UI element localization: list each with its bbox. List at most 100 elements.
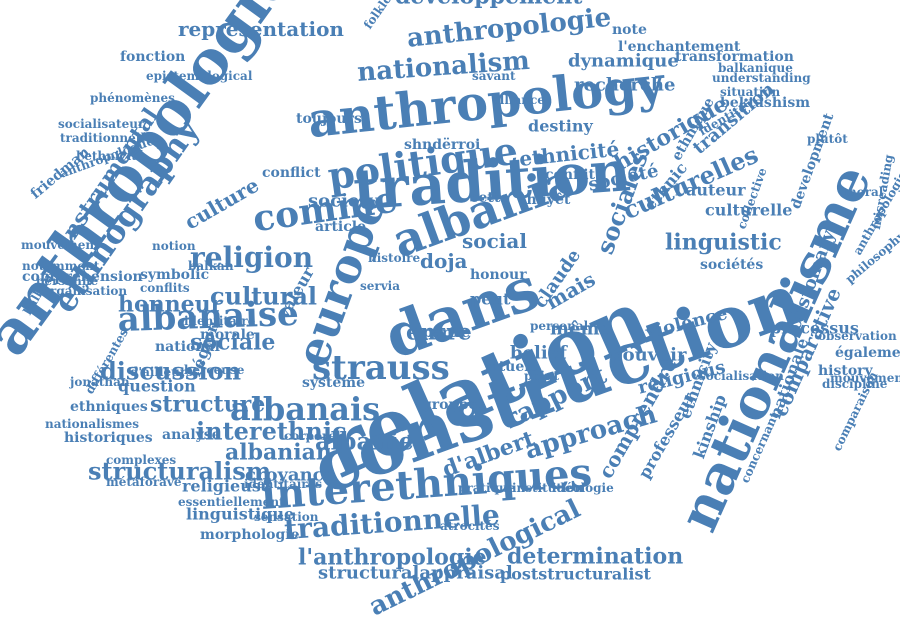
word-identitaires: identitaires (244, 476, 322, 491)
word-peut: peut (470, 289, 511, 309)
word-bektashism: bektashism (720, 95, 811, 112)
word-essentiellement: essentiellement (178, 494, 285, 509)
word-article: article (315, 219, 366, 236)
word-determination: determination (507, 543, 684, 570)
word-corporel: corporel (284, 428, 341, 443)
word-honneur: honneur (118, 291, 223, 318)
word-representation: representation (178, 17, 344, 41)
word-analyse: analyse (162, 427, 221, 444)
word-point: point (524, 368, 560, 383)
word-jonathan: jonathan (70, 374, 130, 389)
word-morphologie: morphologie (200, 527, 300, 544)
word-albanie: albanie (315, 426, 414, 456)
word-socialisation: socialisation (699, 368, 784, 383)
word-epistemological: epistemological (146, 68, 253, 83)
word-savant: savant (472, 68, 516, 83)
word-personne: personne (36, 273, 99, 288)
word-recherche: recherche (574, 74, 676, 96)
word-atrocites: atrocités (440, 518, 500, 533)
word-comprehension: comprehension (22, 269, 143, 286)
word-groupe: groupe (422, 397, 478, 414)
word-national: national (155, 339, 220, 356)
word-l-auteur: l'auteur (675, 180, 746, 200)
word-history: history (818, 363, 873, 380)
word-plutot: plutôt (807, 131, 848, 146)
word-l-enchantement: l'enchantement (618, 39, 741, 56)
word-situation: situation (720, 84, 781, 99)
word-conflits: conflits (140, 280, 190, 295)
word-traditionnelles: traditionnelles (60, 130, 160, 145)
word-linguistic: linguistic (665, 229, 782, 256)
word-phenomenes: phénomènes (90, 90, 175, 105)
word-meme: même (550, 318, 611, 340)
word-societes: sociétés (700, 257, 764, 274)
word-rituels: rituels (486, 359, 538, 376)
word-ethniques: ethniques (70, 399, 148, 416)
word-anthropologie: anthropologie (405, 2, 613, 54)
word-religion: religion (190, 241, 314, 275)
word-historiques: historiques (64, 430, 153, 447)
word-berceuse: berceuse (184, 362, 245, 377)
word-developpement: développement (395, 0, 582, 7)
word-pratique: pratique (458, 480, 516, 495)
word-egalement: également (835, 345, 900, 362)
word-observation: observation (818, 328, 897, 343)
word-culturelle: culturelle (705, 200, 793, 220)
word-partie: partie (423, 325, 470, 342)
word-linguistique: linguistique (186, 504, 295, 524)
word-d-ailleurs: d'ailleurs (130, 364, 193, 379)
word-structuralism: structuralism (88, 456, 272, 486)
word-systeme: système (302, 375, 365, 392)
word-conflit: conflit (545, 167, 596, 184)
word-belief: belief (510, 342, 567, 364)
word-processus: processus (770, 318, 859, 338)
word-religieuse: religieuse (182, 476, 272, 496)
word-socialisateur: socialisateur (58, 116, 145, 131)
word-interethnic: interethnic (196, 416, 347, 446)
word-ideologie: idéologie (552, 480, 614, 495)
word-entre: entre (406, 319, 472, 346)
word-cultural: cultural (210, 281, 318, 311)
word-complexes: complexes (106, 452, 177, 467)
word-nationalismes: nationalismes (45, 416, 140, 431)
word-l-ethnicite: l'ethnicité (76, 148, 145, 163)
word-poststructuralist: poststructuralist (500, 564, 651, 584)
word-histoire: histoire (368, 250, 421, 265)
word-l-anthropologie: l'anthropologie (298, 544, 487, 571)
word-shnderroi: shndërroi (404, 137, 481, 154)
word-honour: honour (470, 267, 527, 284)
word-cette: cette (470, 190, 510, 207)
word-culture: culture (180, 172, 263, 235)
word-structure: structure (150, 391, 266, 418)
word-sensation: sensation (254, 509, 319, 524)
word-alliance: alliance (492, 92, 545, 107)
word-discussion: discussion (100, 356, 242, 386)
word-doja: doja (420, 249, 468, 273)
word-understanding: understanding (712, 70, 811, 85)
word-dynamique: dynamique (568, 50, 679, 72)
word-mouvement: mouvement (21, 237, 100, 252)
word-balkan: balkan (188, 258, 234, 273)
word-destiny: destiny (528, 116, 593, 136)
word-mouvements: mouvements (830, 370, 900, 385)
word-organisation: organisation (42, 283, 128, 298)
word-identitaire: identitaire (184, 313, 256, 328)
word-transformation: transformation (675, 49, 794, 66)
word-conflict: conflict (262, 165, 321, 182)
word-question: question (118, 376, 196, 396)
word-society: society (308, 190, 379, 212)
word-balkanique: balkanique (718, 60, 793, 75)
word-discipline: discipline (822, 376, 888, 391)
word-social: social (462, 229, 527, 253)
word-symbolic: symbolic (140, 267, 210, 284)
word-albanais: albanais (230, 389, 381, 428)
word-personal: personal (530, 318, 589, 333)
word-pouvoir: pouvoir (610, 344, 687, 366)
word-note: note (612, 22, 647, 39)
word-servia: servia (360, 278, 401, 293)
word-fonction: fonction (120, 49, 186, 66)
word-toujours: toujours (296, 111, 362, 128)
word-institution: institution (512, 480, 584, 495)
word-sociale: sociale (190, 329, 276, 356)
